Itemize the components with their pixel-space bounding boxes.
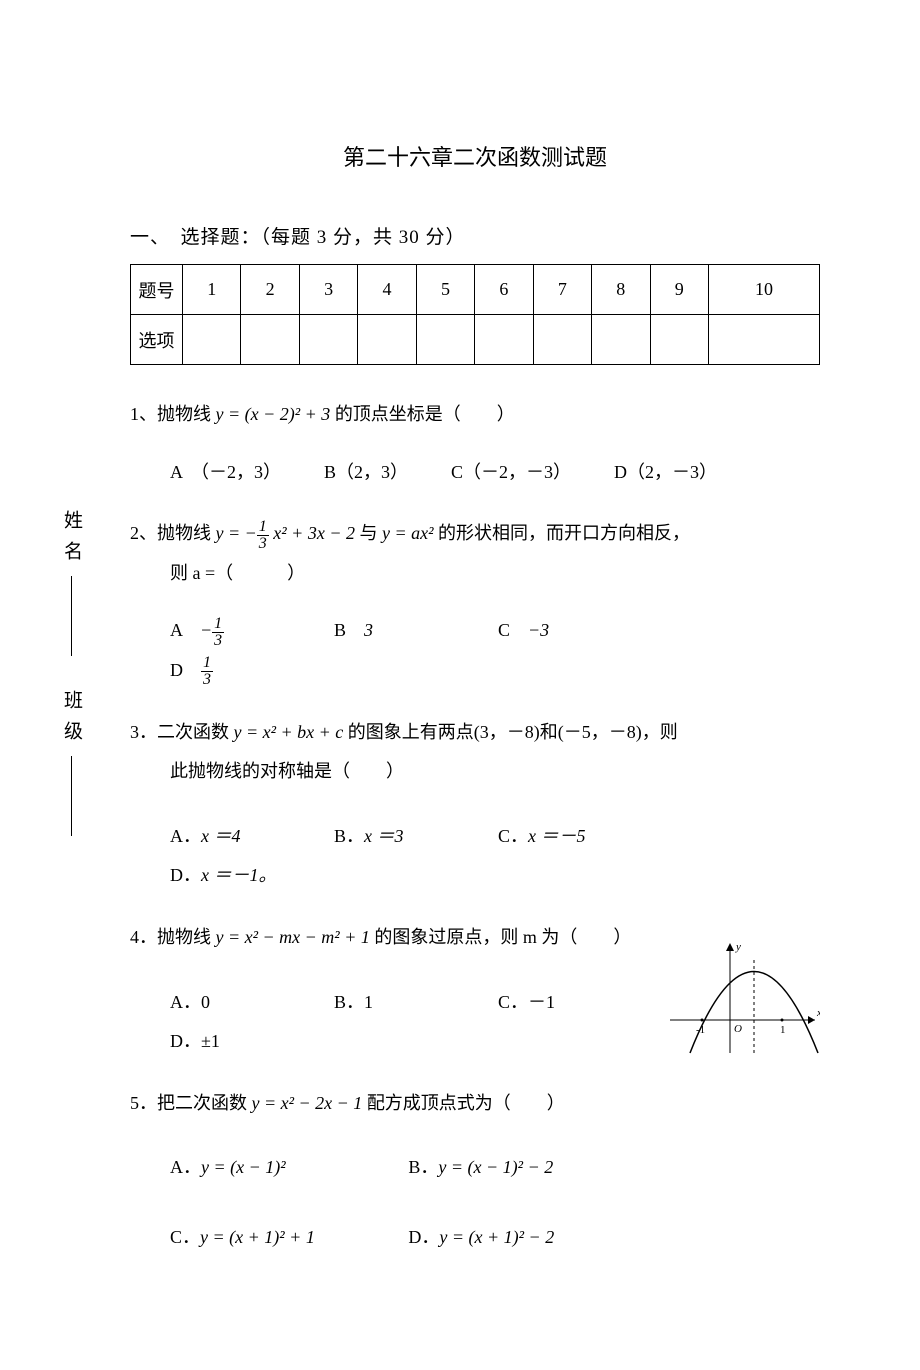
q2-option-b: B 3 [334, 611, 490, 651]
q3-options: A．x ＝4 B．x ＝3 C．x ＝－5 D．x ＝－1。 [170, 817, 820, 896]
q2-suffix: 的形状相同，而开口方向相反， [438, 523, 690, 543]
answer-cell[interactable] [650, 315, 708, 365]
answer-cell[interactable] [358, 315, 416, 365]
neg1-label: -1 [696, 1024, 705, 1036]
question-2: 2、抛物线 y = −13 x² + 3x − 2 与 y = ax² 的形状相… [130, 514, 820, 690]
q4-suffix: 的图象过原点，则 m 为（ ） [374, 927, 631, 947]
q1-option-b: B（2，3） [324, 453, 408, 493]
exam-page: 第二十六章二次函数测试题 一、 选择题：（每题 3 分，共 30 分） 题号 1… [0, 0, 920, 1370]
q2-formula-2: y = ax² [382, 523, 434, 543]
q5-option-d: D．y = (x + 1)² − 2 [408, 1218, 638, 1258]
q1-option-a: A （－2，3） [170, 453, 281, 493]
q1-option-c: C（－2，－3） [451, 453, 571, 493]
q1-options: A （－2，3） B（2，3） C（－2，－3） D（2，－3） [170, 453, 820, 493]
q1-prefix: 1、抛物线 [130, 404, 216, 424]
question-3: 3．二次函数 y = x² + bx + c 的图象上有两点(3，－8)和(－5… [130, 713, 820, 896]
table-cell: 5 [416, 265, 474, 315]
x-axis-label: x [816, 1007, 820, 1019]
q3-option-c: C．x ＝－5 [498, 817, 654, 857]
graph-svg: x y O -1 1 [670, 938, 820, 1058]
q5-suffix: 配方成顶点式为（ ） [367, 1093, 565, 1113]
answer-cell[interactable] [241, 315, 299, 365]
q5-option-c: C．y = (x + 1)² + 1 [170, 1218, 400, 1258]
q4-option-b: B．1 [334, 983, 490, 1023]
q4-option-d: D．±1 [170, 1022, 326, 1062]
name-label: 姓名 [58, 510, 85, 572]
q2-options: A −13 B 3 C −3 D 13 [170, 611, 820, 690]
q5-formula: y = x² − 2x − 1 [252, 1093, 363, 1113]
q3-prefix: 3．二次函数 [130, 722, 234, 742]
q3-formula: y = x² + bx + c [234, 722, 344, 742]
answer-cell[interactable] [533, 315, 591, 365]
table-row-answers: 选项 [131, 315, 820, 365]
table-cell: 7 [533, 265, 591, 315]
table-cell: 6 [475, 265, 533, 315]
q3-option-d: D．x ＝－1。 [170, 856, 326, 896]
table-cell: 1 [183, 265, 241, 315]
answer-cell[interactable] [299, 315, 357, 365]
table-cell: 3 [299, 265, 357, 315]
q2-option-a: A −13 [170, 611, 326, 651]
origin-label: O [734, 1023, 742, 1035]
q3-suffix: 的图象上有两点(3，－8)和(－5，－8)，则 [348, 722, 678, 742]
answer-cell[interactable] [475, 315, 533, 365]
table-cell: 8 [592, 265, 650, 315]
y-axis-label: y [735, 941, 741, 953]
answer-table: 题号 1 2 3 4 5 6 7 8 9 10 选项 [130, 264, 820, 365]
pos1-label: 1 [780, 1024, 786, 1036]
q2-prefix: 2、抛物线 [130, 523, 216, 543]
answer-cell[interactable] [592, 315, 650, 365]
table-cell: 9 [650, 265, 708, 315]
q4-prefix: 4．抛物线 [130, 927, 216, 947]
q4-option-a: A．0 [170, 983, 326, 1023]
q3-line2: 此抛物线的对称轴是（ ） [170, 752, 820, 792]
table-cell: 10 [708, 265, 819, 315]
table-cell: 4 [358, 265, 416, 315]
q1-suffix: 的顶点坐标是（ ） [335, 404, 515, 424]
parabola-graph: x y O -1 1 [670, 938, 820, 1058]
answer-cell[interactable] [183, 315, 241, 365]
question-5: 5．把二次函数 y = x² − 2x − 1 配方成顶点式为（ ） A．y =… [130, 1084, 820, 1288]
q2-option-c: C −3 [498, 611, 654, 651]
section-1-header: 一、 选择题：（每题 3 分，共 30 分） [130, 222, 820, 249]
q2-line2: 则 a =（ ） [170, 554, 820, 594]
q2-formula-1: y = −13 x² + 3x − 2 [216, 523, 355, 543]
q4-formula: y = x² − mx − m² + 1 [216, 927, 370, 947]
q5-prefix: 5．把二次函数 [130, 1093, 252, 1113]
q4-option-c: C．－1 [498, 983, 654, 1023]
q1-formula: y = (x − 2)² + 3 [216, 404, 331, 424]
q5-options: A．y = (x − 1)² B．y = (x − 1)² − 2 C．y = … [170, 1148, 650, 1287]
q5-option-a: A．y = (x − 1)² [170, 1148, 400, 1188]
answer-cell[interactable] [416, 315, 474, 365]
q5-option-b: B．y = (x − 1)² − 2 [408, 1148, 638, 1188]
q3-option-a: A．x ＝4 [170, 817, 326, 857]
q3-option-b: B．x ＝3 [334, 817, 490, 857]
table-header-label: 题号 [131, 265, 183, 315]
table-cell: 2 [241, 265, 299, 315]
table-answer-label: 选项 [131, 315, 183, 365]
answer-cell[interactable] [708, 315, 819, 365]
table-row-header: 题号 1 2 3 4 5 6 7 8 9 10 [131, 265, 820, 315]
class-label: 班级 [58, 690, 85, 752]
binding-margin-labels: 姓名 班级 [58, 510, 85, 840]
question-1: 1、抛物线 y = (x − 2)² + 3 的顶点坐标是（ ） A （－2，3… [130, 395, 820, 492]
q2-mid: 与 [359, 523, 382, 543]
q2-option-d: D 13 [170, 651, 326, 691]
q1-option-d: D（2，－3） [614, 453, 717, 493]
page-title: 第二十六章二次函数测试题 [130, 140, 820, 172]
